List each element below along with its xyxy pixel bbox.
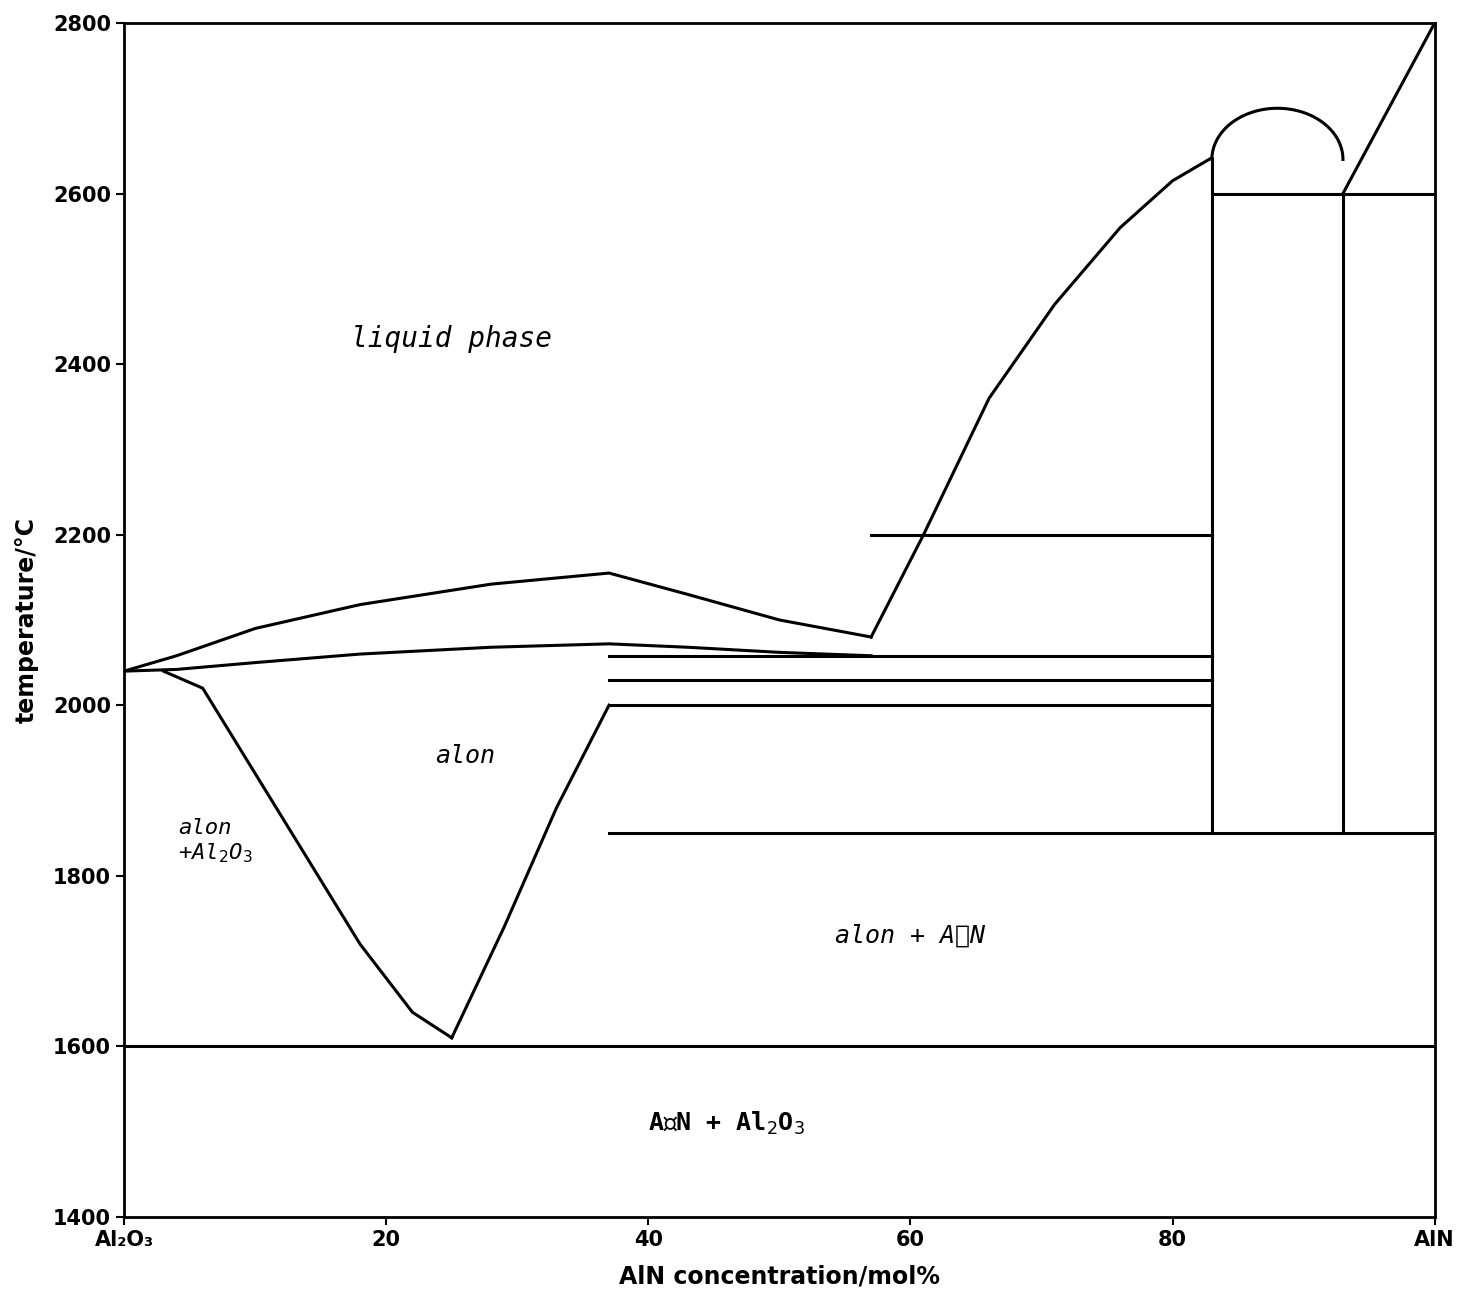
- X-axis label: AlN concentration/mol%: AlN concentration/mol%: [619, 1264, 939, 1287]
- Text: AℓN + Al$_2$O$_3$: AℓN + Al$_2$O$_3$: [648, 1110, 806, 1136]
- Text: alon
+Al$_2$O$_3$: alon +Al$_2$O$_3$: [178, 818, 253, 865]
- Text: alon + AℓN: alon + AℓN: [835, 924, 985, 947]
- Text: liquid phase: liquid phase: [351, 324, 553, 353]
- Text: alon: alon: [435, 744, 495, 769]
- Y-axis label: temperature/°C: temperature/°C: [15, 517, 40, 723]
